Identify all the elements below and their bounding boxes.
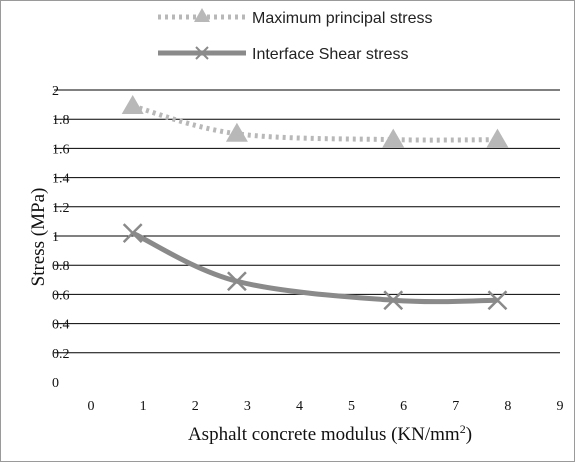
- y-tick-label: 1.2: [52, 201, 70, 216]
- y-axis-ticks: 0 0.2 0.4 0.6 0.8 1 1.2 1.4 1.6 1.8 2: [52, 84, 70, 391]
- y-tick-label: 1: [52, 230, 59, 245]
- data-point-x: [383, 290, 404, 311]
- x-tick-label: 9: [557, 399, 564, 414]
- series-layer: [121, 95, 509, 311]
- data-point-x: [122, 223, 143, 243]
- x-tick-label: 2: [192, 399, 199, 414]
- series-line: [132, 103, 498, 143]
- y-axis-label: Stress (MPa): [28, 188, 49, 287]
- x-tick-label: 3: [244, 399, 251, 414]
- data-point-triangle: [486, 128, 509, 148]
- x-tick-label: 5: [348, 399, 355, 414]
- legend-item-interface-shear: Interface Shear stress: [158, 46, 409, 63]
- legend: Maximum principal stress Interface Shear…: [158, 8, 432, 63]
- y-tick-label: 0.8: [52, 259, 70, 274]
- legend-marker-interface-shear: [195, 46, 209, 60]
- x-tick-label: 1: [140, 399, 147, 414]
- data-point-triangle: [121, 95, 144, 115]
- legend-marker-max-principal: [194, 8, 210, 22]
- x-tick-label: 7: [452, 399, 459, 414]
- y-tick-label: 2: [52, 84, 59, 99]
- grid: [54, 89, 560, 354]
- x-tick-label: 6: [400, 399, 407, 414]
- data-point-triangle: [225, 122, 248, 142]
- data-point-triangle: [382, 128, 405, 148]
- y-tick-label: 1.6: [52, 142, 70, 157]
- legend-item-max-principal: Maximum principal stress: [158, 8, 432, 27]
- x-axis-ticks: 0 1 2 3 4 5 6 7 8 9: [88, 399, 564, 414]
- legend-label-max-principal: Maximum principal stress: [252, 10, 432, 27]
- x-tick-label: 0: [88, 399, 95, 414]
- y-tick-label: 0.6: [52, 288, 70, 303]
- y-tick-label: 0.4: [52, 318, 70, 333]
- data-point-x: [487, 290, 508, 311]
- data-point-x: [227, 271, 247, 292]
- y-tick-label: 0: [52, 376, 59, 391]
- x-tick-label: 4: [296, 399, 303, 414]
- y-tick-label: 1.4: [52, 172, 70, 187]
- x-axis-label: Asphalt concrete modulus (KN/mm2): [188, 422, 472, 445]
- legend-label-interface-shear: Interface Shear stress: [252, 46, 409, 63]
- series-interface-shear-stress: [122, 223, 508, 311]
- series-line: [131, 230, 498, 305]
- y-tick-label: 1.8: [52, 113, 70, 128]
- series-max-principal-stress: [121, 95, 509, 148]
- y-tick-label: 0.2: [52, 347, 70, 362]
- x-tick-label: 8: [504, 399, 511, 414]
